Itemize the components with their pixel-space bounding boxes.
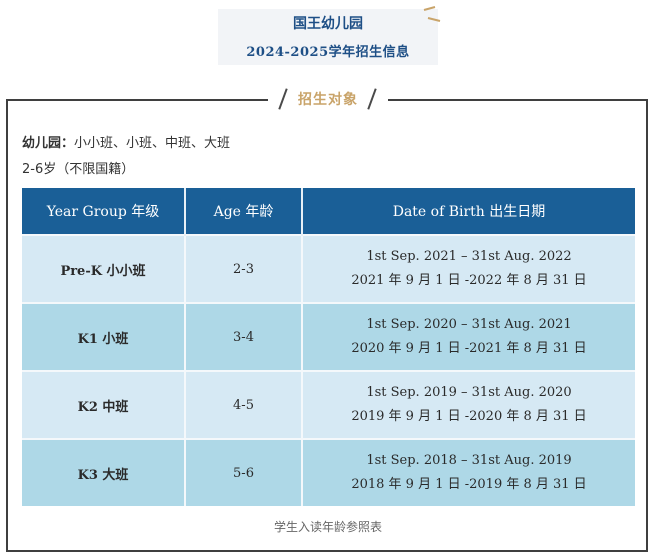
table-row: K1 小班 3-4 1st Sep. 2020 – 31st Aug. 2021…	[22, 302, 635, 371]
frame-top-right-rule	[388, 99, 648, 101]
dob-chinese: 2018 年 9 月 1 日 -2019 年 8 月 31 日	[351, 477, 587, 492]
cell-year-group: K1 小班	[22, 302, 186, 371]
admission-age-table: Year Group 年级 Age 年龄 Date of Birth 出生日期 …	[22, 188, 635, 506]
header-date-of-birth: Date of Birth 出生日期	[302, 188, 635, 235]
table-row: K3 大班 5-6 1st Sep. 2018 – 31st Aug. 2019…	[22, 438, 635, 506]
dob-english: 1st Sep. 2018 – 31st Aug. 2019	[366, 453, 572, 468]
frame-bottom-rule	[6, 550, 648, 552]
table-header-row: Year Group 年级 Age 年龄 Date of Birth 出生日期	[22, 188, 635, 235]
dob-chinese: 2021 年 9 月 1 日 -2022 年 8 月 31 日	[351, 273, 587, 288]
dob-english: 1st Sep. 2021 – 31st Aug. 2022	[366, 249, 572, 264]
year-title: 2024-2025学年招生信息	[246, 45, 410, 60]
cell-date-of-birth: 1st Sep. 2019 – 31st Aug. 2020 2019 年 9 …	[302, 370, 635, 439]
cell-date-of-birth: 1st Sep. 2018 – 31st Aug. 2019 2018 年 9 …	[302, 438, 635, 506]
cell-age: 4-5	[185, 370, 303, 439]
frame-top-left-rule	[6, 99, 268, 101]
table-caption: 学生入读年龄参照表	[273, 520, 382, 534]
kindergarten-class-list: 小小班、小班、中班、大班	[74, 136, 231, 151]
section-title: 招生对象	[298, 92, 358, 108]
dob-chinese: 2019 年 9 月 1 日 -2020 年 8 月 31 日	[351, 409, 587, 424]
kindergarten-classes: 幼儿园：小小班、小班、中班、大班	[22, 132, 230, 151]
cell-age: 5-6	[185, 438, 303, 506]
accent-strokes-icon	[423, 6, 441, 22]
cell-date-of-birth: 1st Sep. 2021 – 31st Aug. 2022 2021 年 9 …	[302, 234, 635, 303]
header-year-group: Year Group 年级	[22, 188, 186, 235]
cell-date-of-birth: 1st Sep. 2020 – 31st Aug. 2021 2020 年 9 …	[302, 302, 635, 371]
kindergarten-age-range: 2-6岁（不限国籍）	[22, 162, 135, 177]
dob-english: 1st Sep. 2020 – 31st Aug. 2021	[366, 317, 572, 332]
cell-year-group: K3 大班	[22, 438, 186, 506]
section-title-group: 招生对象	[268, 84, 388, 114]
dob-chinese: 2020 年 9 月 1 日 -2021 年 8 月 31 日	[351, 341, 587, 356]
table-row: Pre-K 小小班 2-3 1st Sep. 2021 – 31st Aug. …	[22, 234, 635, 303]
cell-year-group: K2 中班	[22, 370, 186, 439]
school-name: 国王幼儿园	[293, 16, 363, 32]
table-row: K2 中班 4-5 1st Sep. 2019 – 31st Aug. 2020…	[22, 370, 635, 439]
kindergarten-label: 幼儿园：	[22, 136, 75, 151]
header-box	[218, 9, 438, 65]
content-frame	[6, 100, 648, 552]
cell-age: 2-3	[185, 234, 303, 303]
header-age: Age 年龄	[185, 188, 303, 235]
dob-english: 1st Sep. 2019 – 31st Aug. 2020	[366, 385, 572, 400]
cell-age: 3-4	[185, 302, 303, 371]
cell-year-group: Pre-K 小小班	[22, 234, 186, 303]
